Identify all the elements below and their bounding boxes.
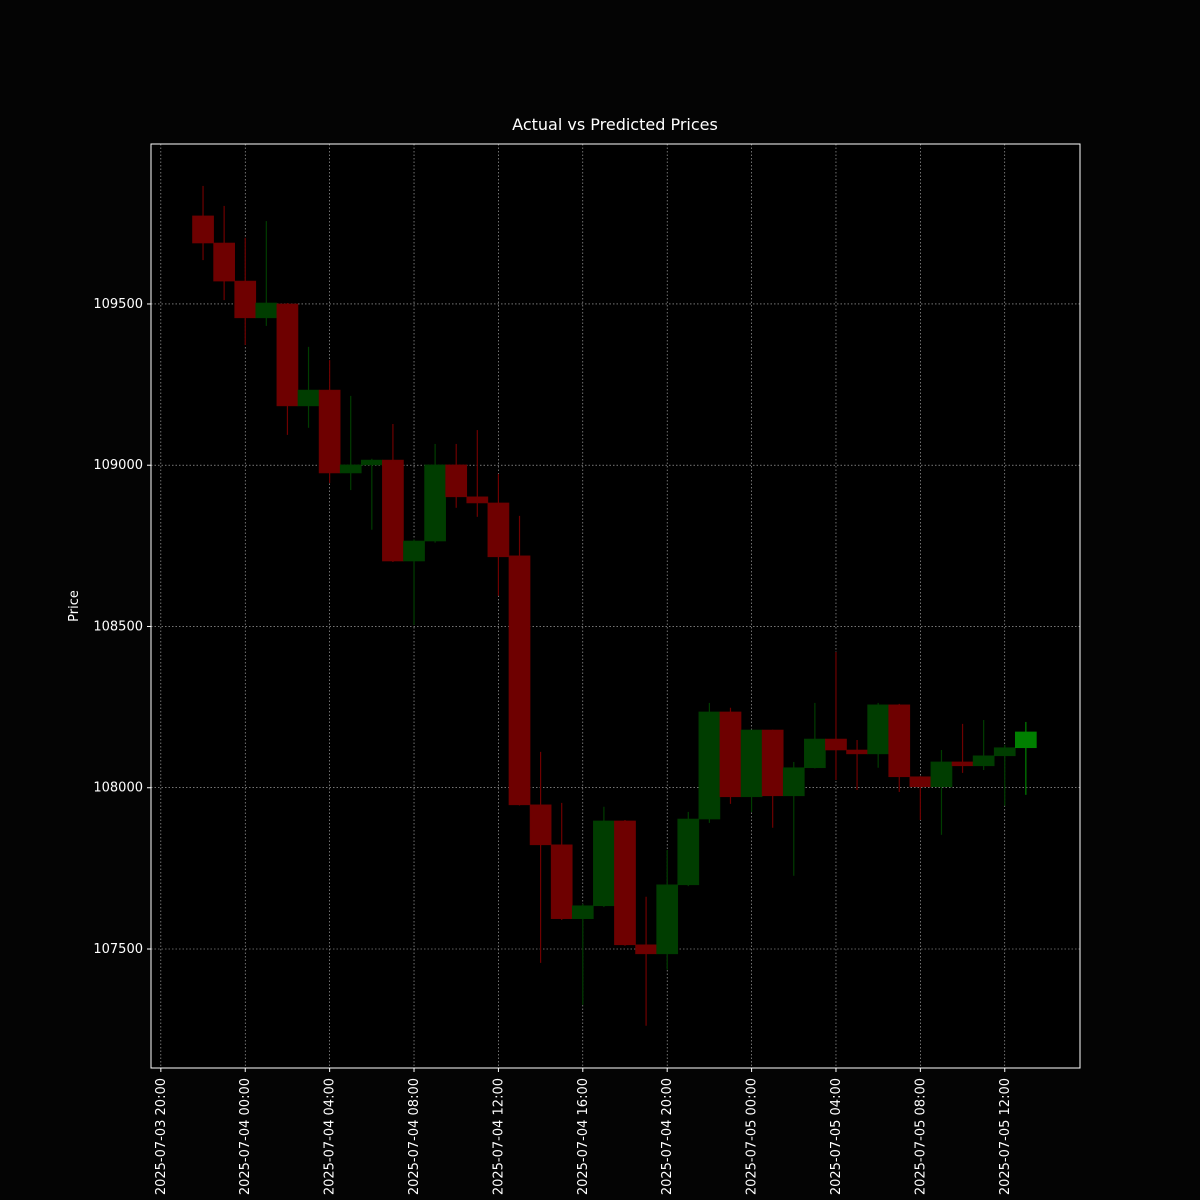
- candle-body: [867, 704, 890, 755]
- candle-body: [993, 747, 1016, 757]
- x-tick-label: 2025-07-04 20:00: [660, 1078, 675, 1195]
- x-tick-label: 2025-07-03 20:00: [154, 1078, 169, 1195]
- candle-body: [550, 844, 573, 919]
- x-tick-label: 2025-07-04 12:00: [491, 1078, 506, 1195]
- y-tick-label: 107500: [93, 942, 143, 957]
- candle-body: [445, 464, 468, 498]
- candle-body: [888, 704, 911, 778]
- x-tick-label: 2025-07-04 00:00: [238, 1078, 253, 1195]
- candle-body: [846, 749, 868, 755]
- candle-body: [424, 464, 446, 542]
- x-tick-label: 2025-07-05 00:00: [745, 1078, 760, 1195]
- candle-body: [614, 820, 636, 946]
- x-tick-label: 2025-07-04 08:00: [407, 1078, 422, 1195]
- candle-body: [487, 502, 510, 558]
- candle-body: [930, 761, 953, 788]
- candle-body: [297, 389, 320, 407]
- candle-body: [255, 302, 278, 319]
- x-tick-label: 2025-07-05 08:00: [913, 1078, 928, 1195]
- y-tick-label: 109500: [93, 297, 143, 312]
- candle-body: [360, 459, 383, 466]
- y-tick-label: 108000: [93, 781, 143, 796]
- candle-body: [339, 464, 362, 474]
- candle-body: [698, 711, 721, 820]
- y-tick-label: 108500: [93, 619, 143, 634]
- candle-body: [529, 804, 552, 846]
- candle-body: [804, 738, 826, 769]
- candle-body: [508, 555, 531, 806]
- candle-body: [635, 944, 657, 955]
- candle-body: [719, 711, 742, 798]
- chart-title: Actual vs Predicted Prices: [512, 115, 718, 134]
- x-tick-label: 2025-07-04 16:00: [576, 1078, 591, 1195]
- candle-body: [677, 818, 700, 886]
- candle-body: [972, 755, 995, 767]
- candle-body: [466, 496, 489, 504]
- candle-body: [1015, 731, 1037, 749]
- candle-body: [593, 820, 615, 907]
- candle-body: [951, 761, 974, 767]
- candle-body: [382, 459, 404, 562]
- candle-body: [782, 767, 805, 797]
- candle-body: [656, 884, 679, 955]
- x-tick-label: 2025-07-05 04:00: [829, 1078, 844, 1195]
- candle-body: [909, 776, 932, 788]
- candle-body: [213, 242, 235, 282]
- candle-body: [825, 738, 847, 751]
- plot-frame: [150, 143, 1081, 1069]
- x-tick-label: 2025-07-04 04:00: [323, 1078, 338, 1195]
- candle-body: [740, 729, 763, 798]
- candle-body: [192, 215, 214, 244]
- candle-body: [571, 905, 594, 919]
- candle-body: [318, 389, 341, 474]
- x-tick-label: 2025-07-05 12:00: [998, 1078, 1013, 1195]
- candle-body: [276, 303, 299, 407]
- candle-body: [234, 280, 257, 319]
- candle-body: [403, 540, 425, 562]
- y-tick-label: 109000: [93, 458, 143, 473]
- candle-body: [761, 729, 784, 797]
- y-axis-label: Price: [67, 590, 82, 622]
